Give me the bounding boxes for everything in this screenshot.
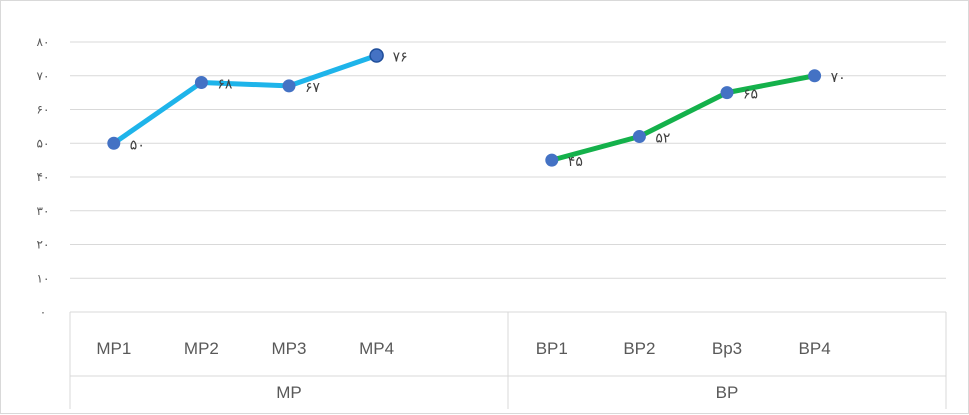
data-point — [632, 130, 646, 143]
y-tick-label: ٧٠ — [37, 69, 50, 83]
y-tick-label: ٠ — [40, 305, 46, 319]
data-label: ٧۶ — [393, 50, 408, 66]
data-point — [107, 136, 121, 150]
y-tick-label: ٢٠ — [37, 238, 50, 252]
y-tick-label: ۴٠ — [37, 170, 50, 184]
y-tick-label: ٨٠ — [37, 35, 50, 49]
category-label: BP4 — [799, 339, 831, 358]
category-axis: MP1 MP2 MP3 MP4 BP1 BP2 Bp3 BP4 MP BP — [69, 311, 947, 409]
data-point — [194, 76, 208, 89]
data-labels: ۵٠ ۶٨ ۶٧ ٧۶ ۴۵ ۵٢ ۶۵ ٧٠ — [130, 50, 846, 171]
y-tick-label: ۶٠ — [37, 103, 50, 117]
category-label: BP2 — [623, 339, 655, 358]
data-point — [808, 69, 822, 83]
data-label: ۵٢ — [655, 131, 670, 147]
group-label: MP — [276, 383, 302, 402]
category-label: MP2 — [184, 339, 219, 358]
series-line — [111, 53, 380, 146]
data-point — [369, 48, 384, 63]
series-lines — [111, 53, 818, 163]
gridlines: ٠ ١٠ ٢٠ ٣٠ ۴٠ ۵٠ ۶٠ ٧٠ ٨٠ — [37, 35, 946, 319]
category-label: MP4 — [359, 339, 394, 358]
data-markers — [107, 48, 822, 167]
data-label: ۴۵ — [568, 154, 583, 170]
category-label: Bp3 — [712, 339, 742, 358]
data-point — [545, 153, 559, 167]
group-label: BP — [716, 383, 739, 402]
category-label: MP1 — [96, 339, 131, 358]
y-tick-label: ٣٠ — [37, 204, 50, 218]
data-point — [282, 79, 296, 93]
data-point — [720, 86, 734, 100]
y-tick-label: ١٠ — [37, 271, 50, 285]
data-label: ۶٧ — [305, 80, 321, 96]
data-label: ٧٠ — [831, 70, 846, 86]
category-label: BP1 — [536, 339, 568, 358]
y-tick-label: ۵٠ — [37, 136, 50, 150]
data-label: ۶٨ — [217, 77, 233, 93]
series-line — [549, 73, 818, 163]
category-label: MP3 — [272, 339, 307, 358]
data-label: ۵٠ — [130, 137, 145, 153]
data-label: ۶۵ — [743, 87, 758, 103]
